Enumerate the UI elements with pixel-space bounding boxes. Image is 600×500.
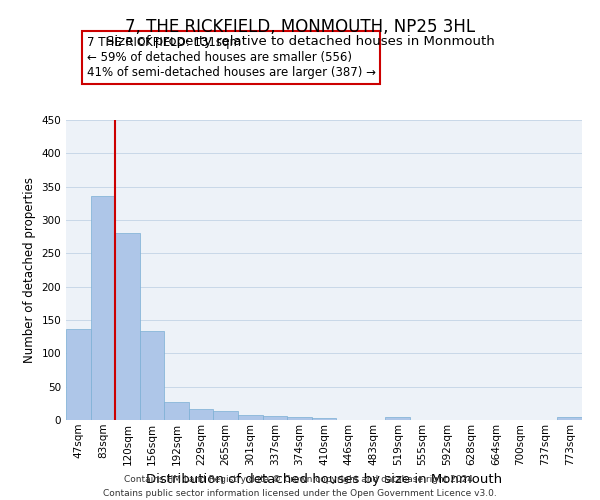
Y-axis label: Number of detached properties: Number of detached properties <box>23 177 36 363</box>
Text: 7, THE RICKFIELD, MONMOUTH, NP25 3HL: 7, THE RICKFIELD, MONMOUTH, NP25 3HL <box>125 18 475 36</box>
Bar <box>287 416 312 420</box>
Bar <box>91 196 115 420</box>
Text: Contains HM Land Registry data © Crown copyright and database right 2024.
Contai: Contains HM Land Registry data © Crown c… <box>103 476 497 498</box>
Bar <box>557 418 582 420</box>
Bar <box>189 408 214 420</box>
Bar <box>238 416 263 420</box>
Bar <box>263 416 287 420</box>
Text: Size of property relative to detached houses in Monmouth: Size of property relative to detached ho… <box>106 35 494 48</box>
Bar <box>66 330 91 420</box>
Bar <box>312 418 336 420</box>
Bar <box>214 412 238 420</box>
Bar <box>385 418 410 420</box>
Text: 7 THE RICKFIELD: 131sqm
← 59% of detached houses are smaller (556)
41% of semi-d: 7 THE RICKFIELD: 131sqm ← 59% of detache… <box>86 36 376 79</box>
Bar <box>140 330 164 420</box>
Bar <box>164 402 189 420</box>
Bar <box>115 232 140 420</box>
X-axis label: Distribution of detached houses by size in Monmouth: Distribution of detached houses by size … <box>146 473 502 486</box>
